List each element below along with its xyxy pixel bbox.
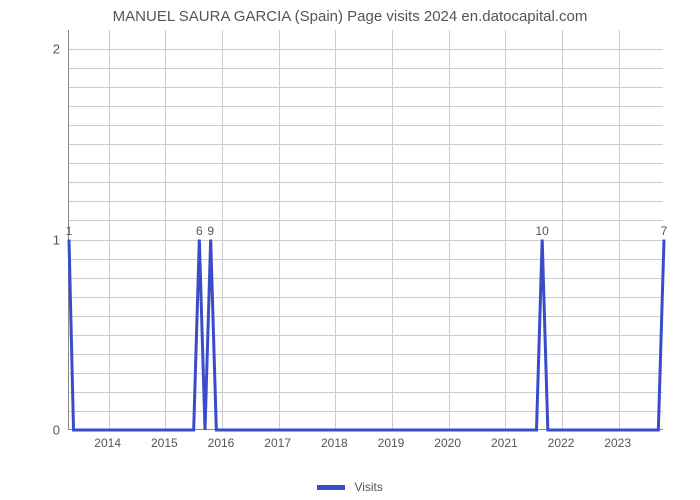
x-tick-label: 2020 <box>434 436 461 450</box>
y-tick-label: 1 <box>30 232 60 247</box>
x-tick-label: 2014 <box>94 436 121 450</box>
plot-svg <box>69 30 663 429</box>
visits-chart: MANUEL SAURA GARCIA (Spain) Page visits … <box>0 0 700 500</box>
legend-swatch <box>317 485 345 490</box>
legend: Visits <box>0 480 700 494</box>
series-line <box>69 240 664 430</box>
legend-label: Visits <box>354 480 382 494</box>
x-tick-label: 2019 <box>378 436 405 450</box>
plot-area: 169107 <box>68 30 663 430</box>
x-tick-label: 2018 <box>321 436 348 450</box>
x-tick-label: 2023 <box>604 436 631 450</box>
x-tick-label: 2021 <box>491 436 518 450</box>
y-tick-label: 0 <box>30 423 60 438</box>
chart-title: MANUEL SAURA GARCIA (Spain) Page visits … <box>0 8 700 25</box>
x-tick-label: 2017 <box>264 436 291 450</box>
data-point-label: 1 <box>66 224 73 238</box>
x-tick-label: 2022 <box>548 436 575 450</box>
data-point-label: 9 <box>207 224 214 238</box>
x-tick-label: 2016 <box>208 436 235 450</box>
x-tick-label: 2015 <box>151 436 178 450</box>
y-tick-label: 2 <box>30 42 60 57</box>
data-point-label: 10 <box>535 224 548 238</box>
data-point-label: 7 <box>661 224 668 238</box>
data-point-label: 6 <box>196 224 203 238</box>
